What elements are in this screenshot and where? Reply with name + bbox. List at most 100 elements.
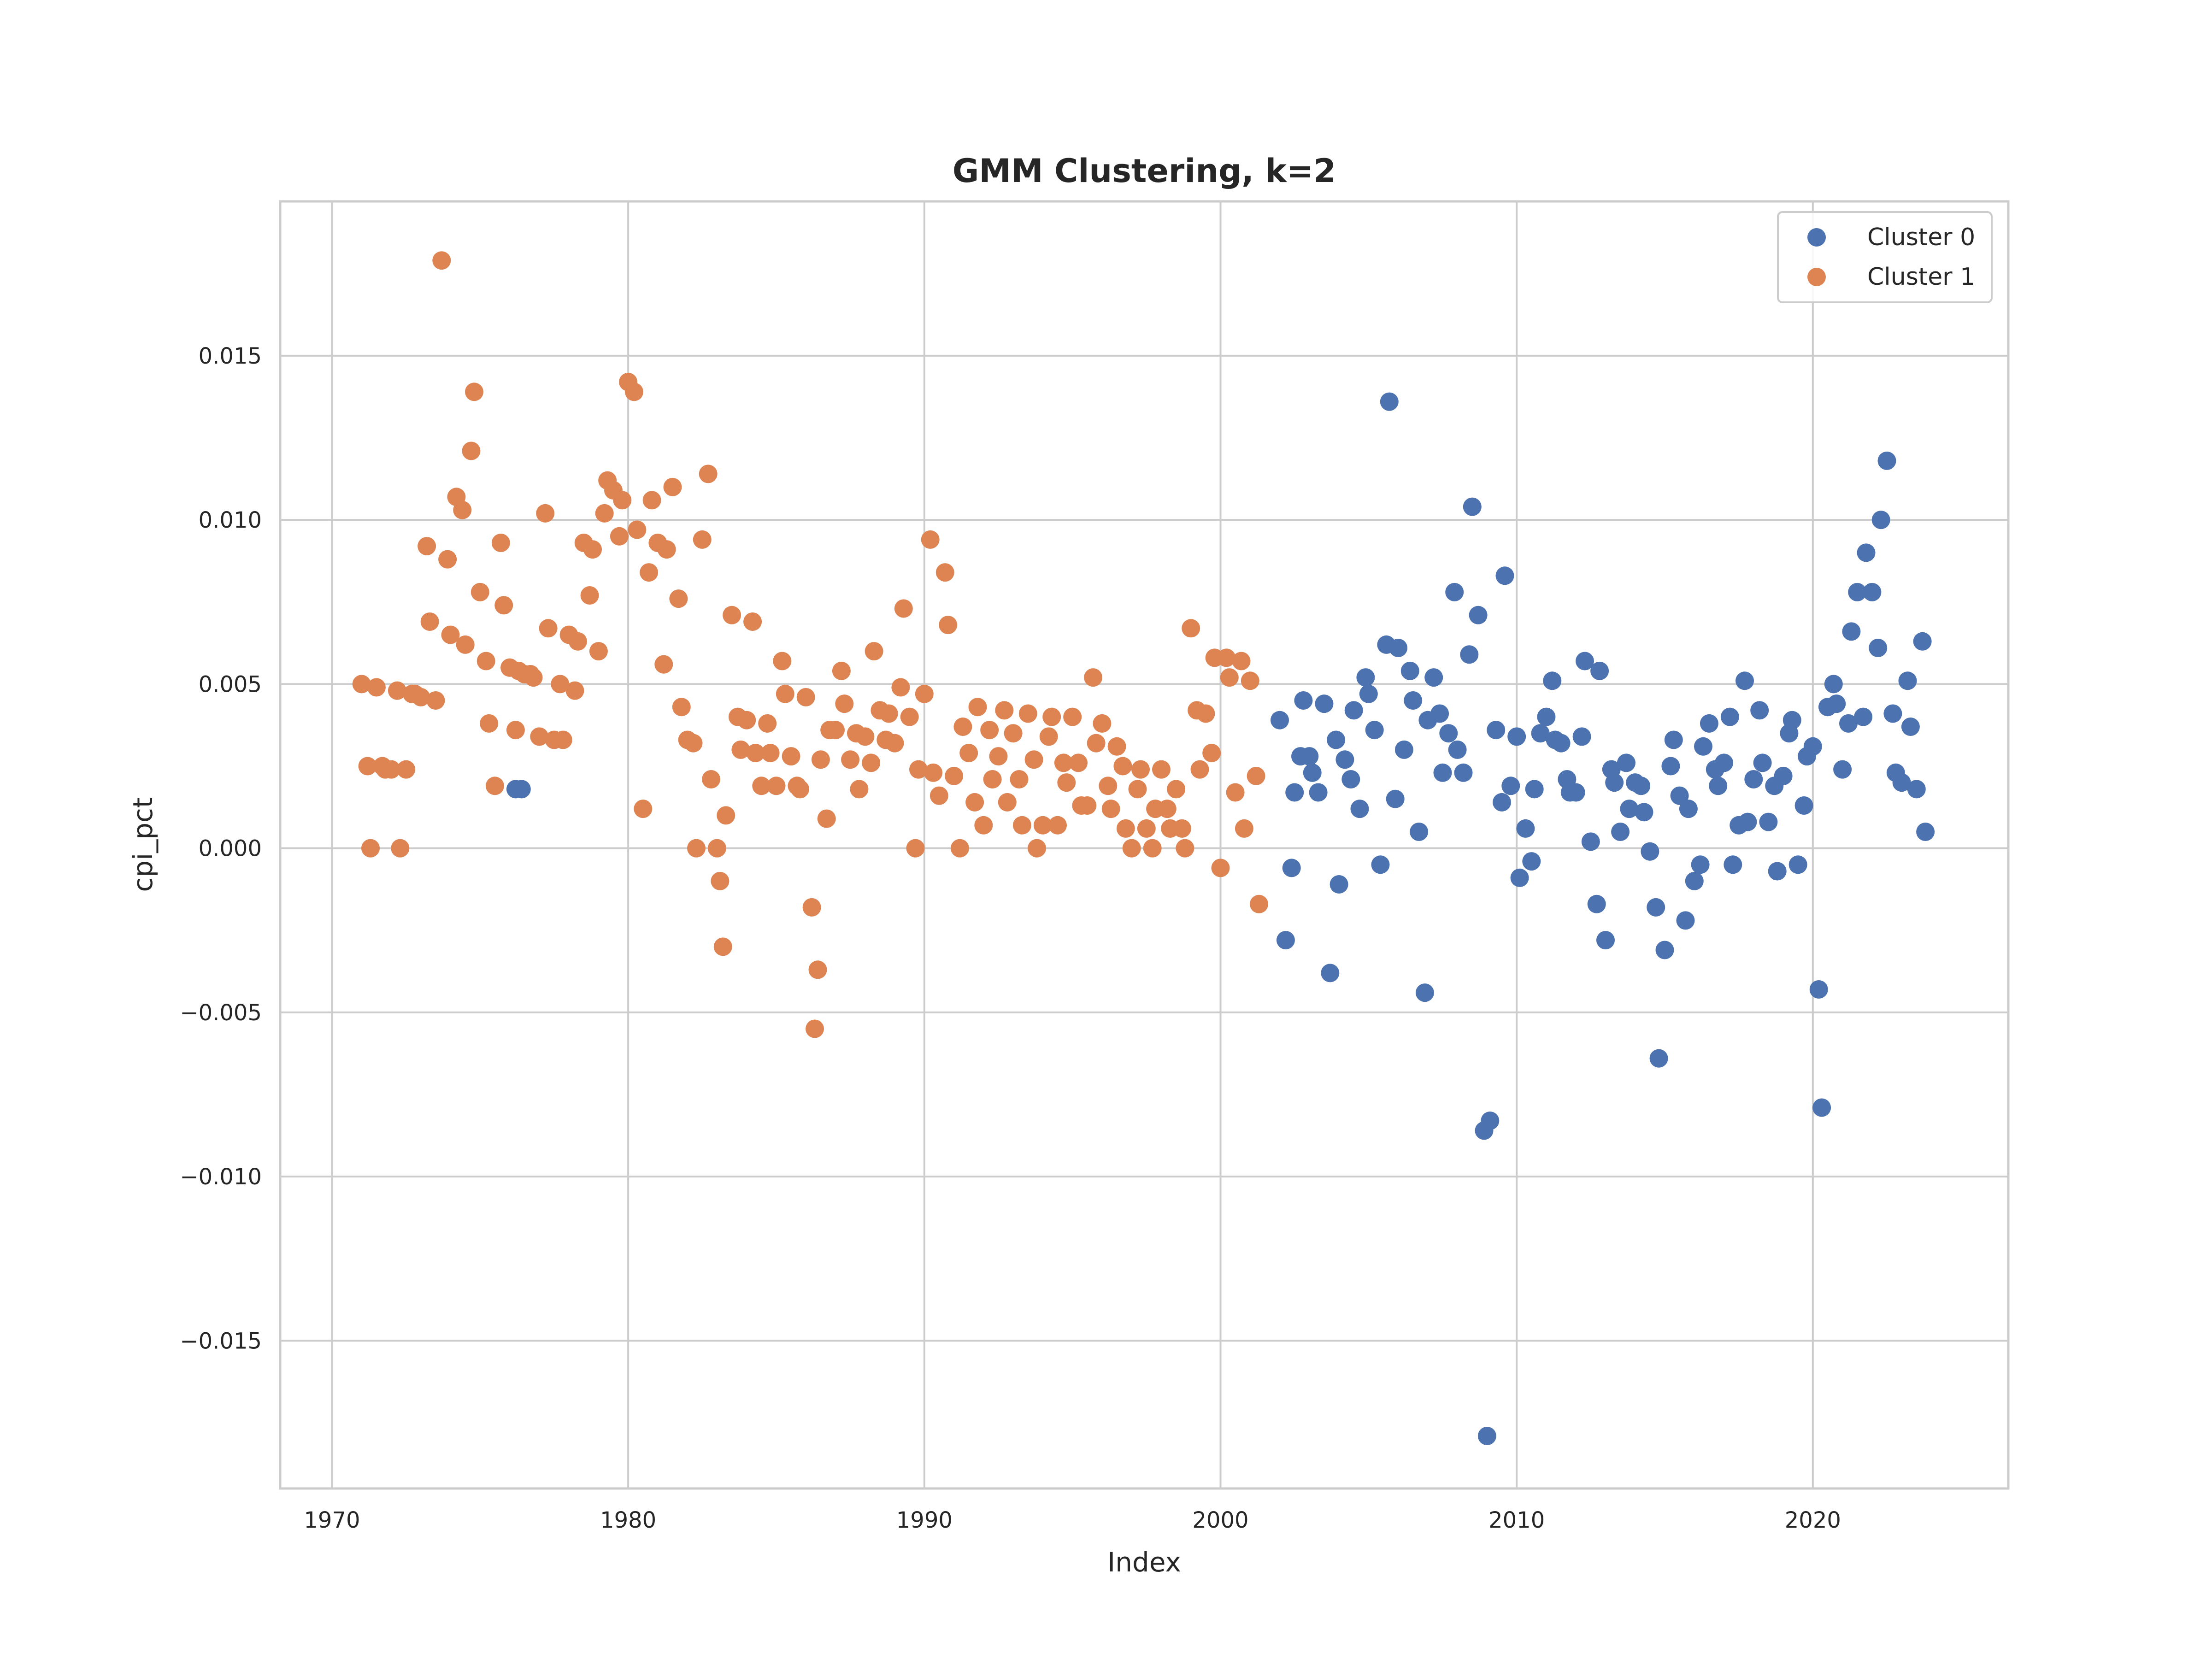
data-point-cluster-0 bbox=[1327, 730, 1346, 749]
data-point-cluster-0 bbox=[1477, 1427, 1496, 1445]
data-point-cluster-0 bbox=[1679, 800, 1698, 818]
data-point-cluster-0 bbox=[1463, 497, 1482, 516]
data-point-cluster-1 bbox=[583, 540, 602, 559]
data-point-cluster-1 bbox=[1012, 816, 1031, 835]
y-tick-labels: 0.015 0.010 0.005 0.000 −0.005 −0.010 −0.015 bbox=[180, 343, 262, 1354]
data-point-cluster-0 bbox=[1469, 606, 1488, 624]
data-point-cluster-1 bbox=[1211, 859, 1230, 877]
data-point-cluster-1 bbox=[1241, 671, 1259, 690]
data-point-cluster-1 bbox=[959, 744, 978, 762]
series-cluster-0 bbox=[506, 392, 1935, 1445]
x-tick-label: 2020 bbox=[1785, 1507, 1841, 1533]
data-point-cluster-0 bbox=[1753, 753, 1772, 772]
data-point-cluster-1 bbox=[358, 757, 377, 776]
data-point-cluster-0 bbox=[1481, 1112, 1500, 1130]
data-point-cluster-1 bbox=[796, 688, 815, 706]
data-point-cluster-0 bbox=[1581, 832, 1600, 851]
data-point-cluster-0 bbox=[1750, 701, 1769, 720]
data-point-cluster-0 bbox=[1386, 789, 1405, 808]
data-point-cluster-0 bbox=[1400, 661, 1419, 680]
data-point-cluster-1 bbox=[1063, 707, 1082, 726]
y-tick-label: 0.015 bbox=[199, 343, 262, 369]
data-point-cluster-1 bbox=[506, 721, 525, 740]
data-point-cluster-0 bbox=[1670, 786, 1689, 805]
legend-label-cluster-0: Cluster 0 bbox=[1867, 224, 1975, 251]
data-point-cluster-1 bbox=[536, 504, 555, 523]
data-point-cluster-0 bbox=[1744, 770, 1763, 788]
data-point-cluster-0 bbox=[1356, 668, 1375, 687]
data-point-cluster-1 bbox=[965, 793, 984, 812]
data-point-cluster-1 bbox=[1182, 619, 1200, 638]
data-point-cluster-1 bbox=[1247, 766, 1265, 785]
data-point-cluster-1 bbox=[1167, 780, 1186, 799]
data-point-cluster-1 bbox=[891, 678, 910, 697]
legend-marker-cluster-1 bbox=[1807, 268, 1826, 286]
data-point-cluster-0 bbox=[1803, 737, 1822, 756]
data-point-cluster-0 bbox=[1537, 707, 1556, 726]
data-point-cluster-0 bbox=[1365, 721, 1384, 740]
data-point-cluster-1 bbox=[1101, 800, 1120, 818]
data-point-cluster-0 bbox=[1691, 855, 1710, 874]
data-point-cluster-0 bbox=[1649, 1049, 1668, 1068]
data-point-cluster-1 bbox=[974, 816, 993, 835]
legend: Cluster 0 Cluster 1 bbox=[1777, 211, 1993, 303]
data-point-cluster-1 bbox=[1143, 839, 1162, 858]
data-point-cluster-0 bbox=[1809, 980, 1828, 999]
data-point-cluster-1 bbox=[565, 681, 584, 700]
data-point-cluster-1 bbox=[672, 698, 691, 717]
data-point-cluster-0 bbox=[1303, 763, 1322, 782]
data-point-cluster-1 bbox=[909, 760, 928, 779]
data-point-cluster-1 bbox=[752, 777, 771, 795]
data-point-cluster-1 bbox=[663, 477, 682, 496]
data-point-cluster-0 bbox=[1892, 773, 1911, 792]
data-point-cluster-0 bbox=[1632, 777, 1651, 795]
data-point-cluster-1 bbox=[699, 465, 718, 483]
data-point-cluster-1 bbox=[441, 625, 460, 644]
data-point-cluster-1 bbox=[707, 839, 726, 858]
plot-frame bbox=[279, 200, 2010, 1490]
data-point-cluster-1 bbox=[743, 612, 762, 631]
data-point-cluster-1 bbox=[711, 871, 729, 890]
data-point-cluster-1 bbox=[1220, 668, 1239, 687]
data-point-cluster-1 bbox=[352, 675, 371, 694]
data-point-cluster-1 bbox=[1039, 727, 1058, 746]
data-point-cluster-0 bbox=[1857, 543, 1876, 562]
data-point-cluster-1 bbox=[1087, 734, 1106, 753]
data-point-cluster-0 bbox=[1641, 842, 1659, 861]
data-point-cluster-1 bbox=[1069, 753, 1088, 772]
data-point-cluster-0 bbox=[1439, 724, 1458, 743]
x-axis-label: Index bbox=[1107, 1547, 1181, 1578]
legend-frame bbox=[1777, 211, 1993, 303]
data-point-cluster-0 bbox=[1507, 727, 1526, 746]
data-point-cluster-0 bbox=[1883, 704, 1902, 723]
data-point-cluster-1 bbox=[773, 652, 792, 671]
data-point-cluster-1 bbox=[1028, 839, 1046, 858]
data-point-cluster-1 bbox=[568, 632, 587, 651]
data-point-cluster-0 bbox=[1620, 800, 1639, 818]
x-tick-labels: 1970 1980 1990 2000 2010 2020 bbox=[304, 1507, 1841, 1533]
data-point-cluster-1 bbox=[1137, 819, 1156, 838]
data-point-cluster-1 bbox=[595, 504, 614, 523]
chart-title: GMM Clustering, k=2 bbox=[953, 152, 1336, 190]
data-point-cluster-1 bbox=[453, 500, 472, 519]
data-point-cluster-0 bbox=[1854, 707, 1873, 726]
data-point-cluster-0 bbox=[1380, 392, 1399, 411]
data-point-cluster-0 bbox=[1916, 823, 1935, 841]
data-point-cluster-1 bbox=[826, 721, 845, 740]
data-point-cluster-0 bbox=[1783, 711, 1801, 729]
data-point-cluster-1 bbox=[388, 681, 406, 700]
data-point-cluster-1 bbox=[456, 635, 475, 654]
data-point-cluster-1 bbox=[983, 770, 1002, 788]
data-point-cluster-0 bbox=[1774, 766, 1793, 785]
x-tick-label: 1970 bbox=[304, 1507, 360, 1533]
y-axis-label: cpi_pct bbox=[127, 797, 159, 892]
data-point-cluster-0 bbox=[1315, 694, 1334, 713]
data-point-cluster-1 bbox=[539, 619, 558, 638]
data-point-cluster-0 bbox=[1596, 931, 1615, 950]
data-point-cluster-1 bbox=[1202, 744, 1221, 762]
x-tick-label: 1990 bbox=[896, 1507, 953, 1533]
data-point-cluster-1 bbox=[995, 701, 1014, 720]
data-point-cluster-0 bbox=[1294, 691, 1313, 710]
data-point-cluster-1 bbox=[1033, 816, 1052, 835]
data-point-cluster-1 bbox=[1232, 652, 1251, 671]
